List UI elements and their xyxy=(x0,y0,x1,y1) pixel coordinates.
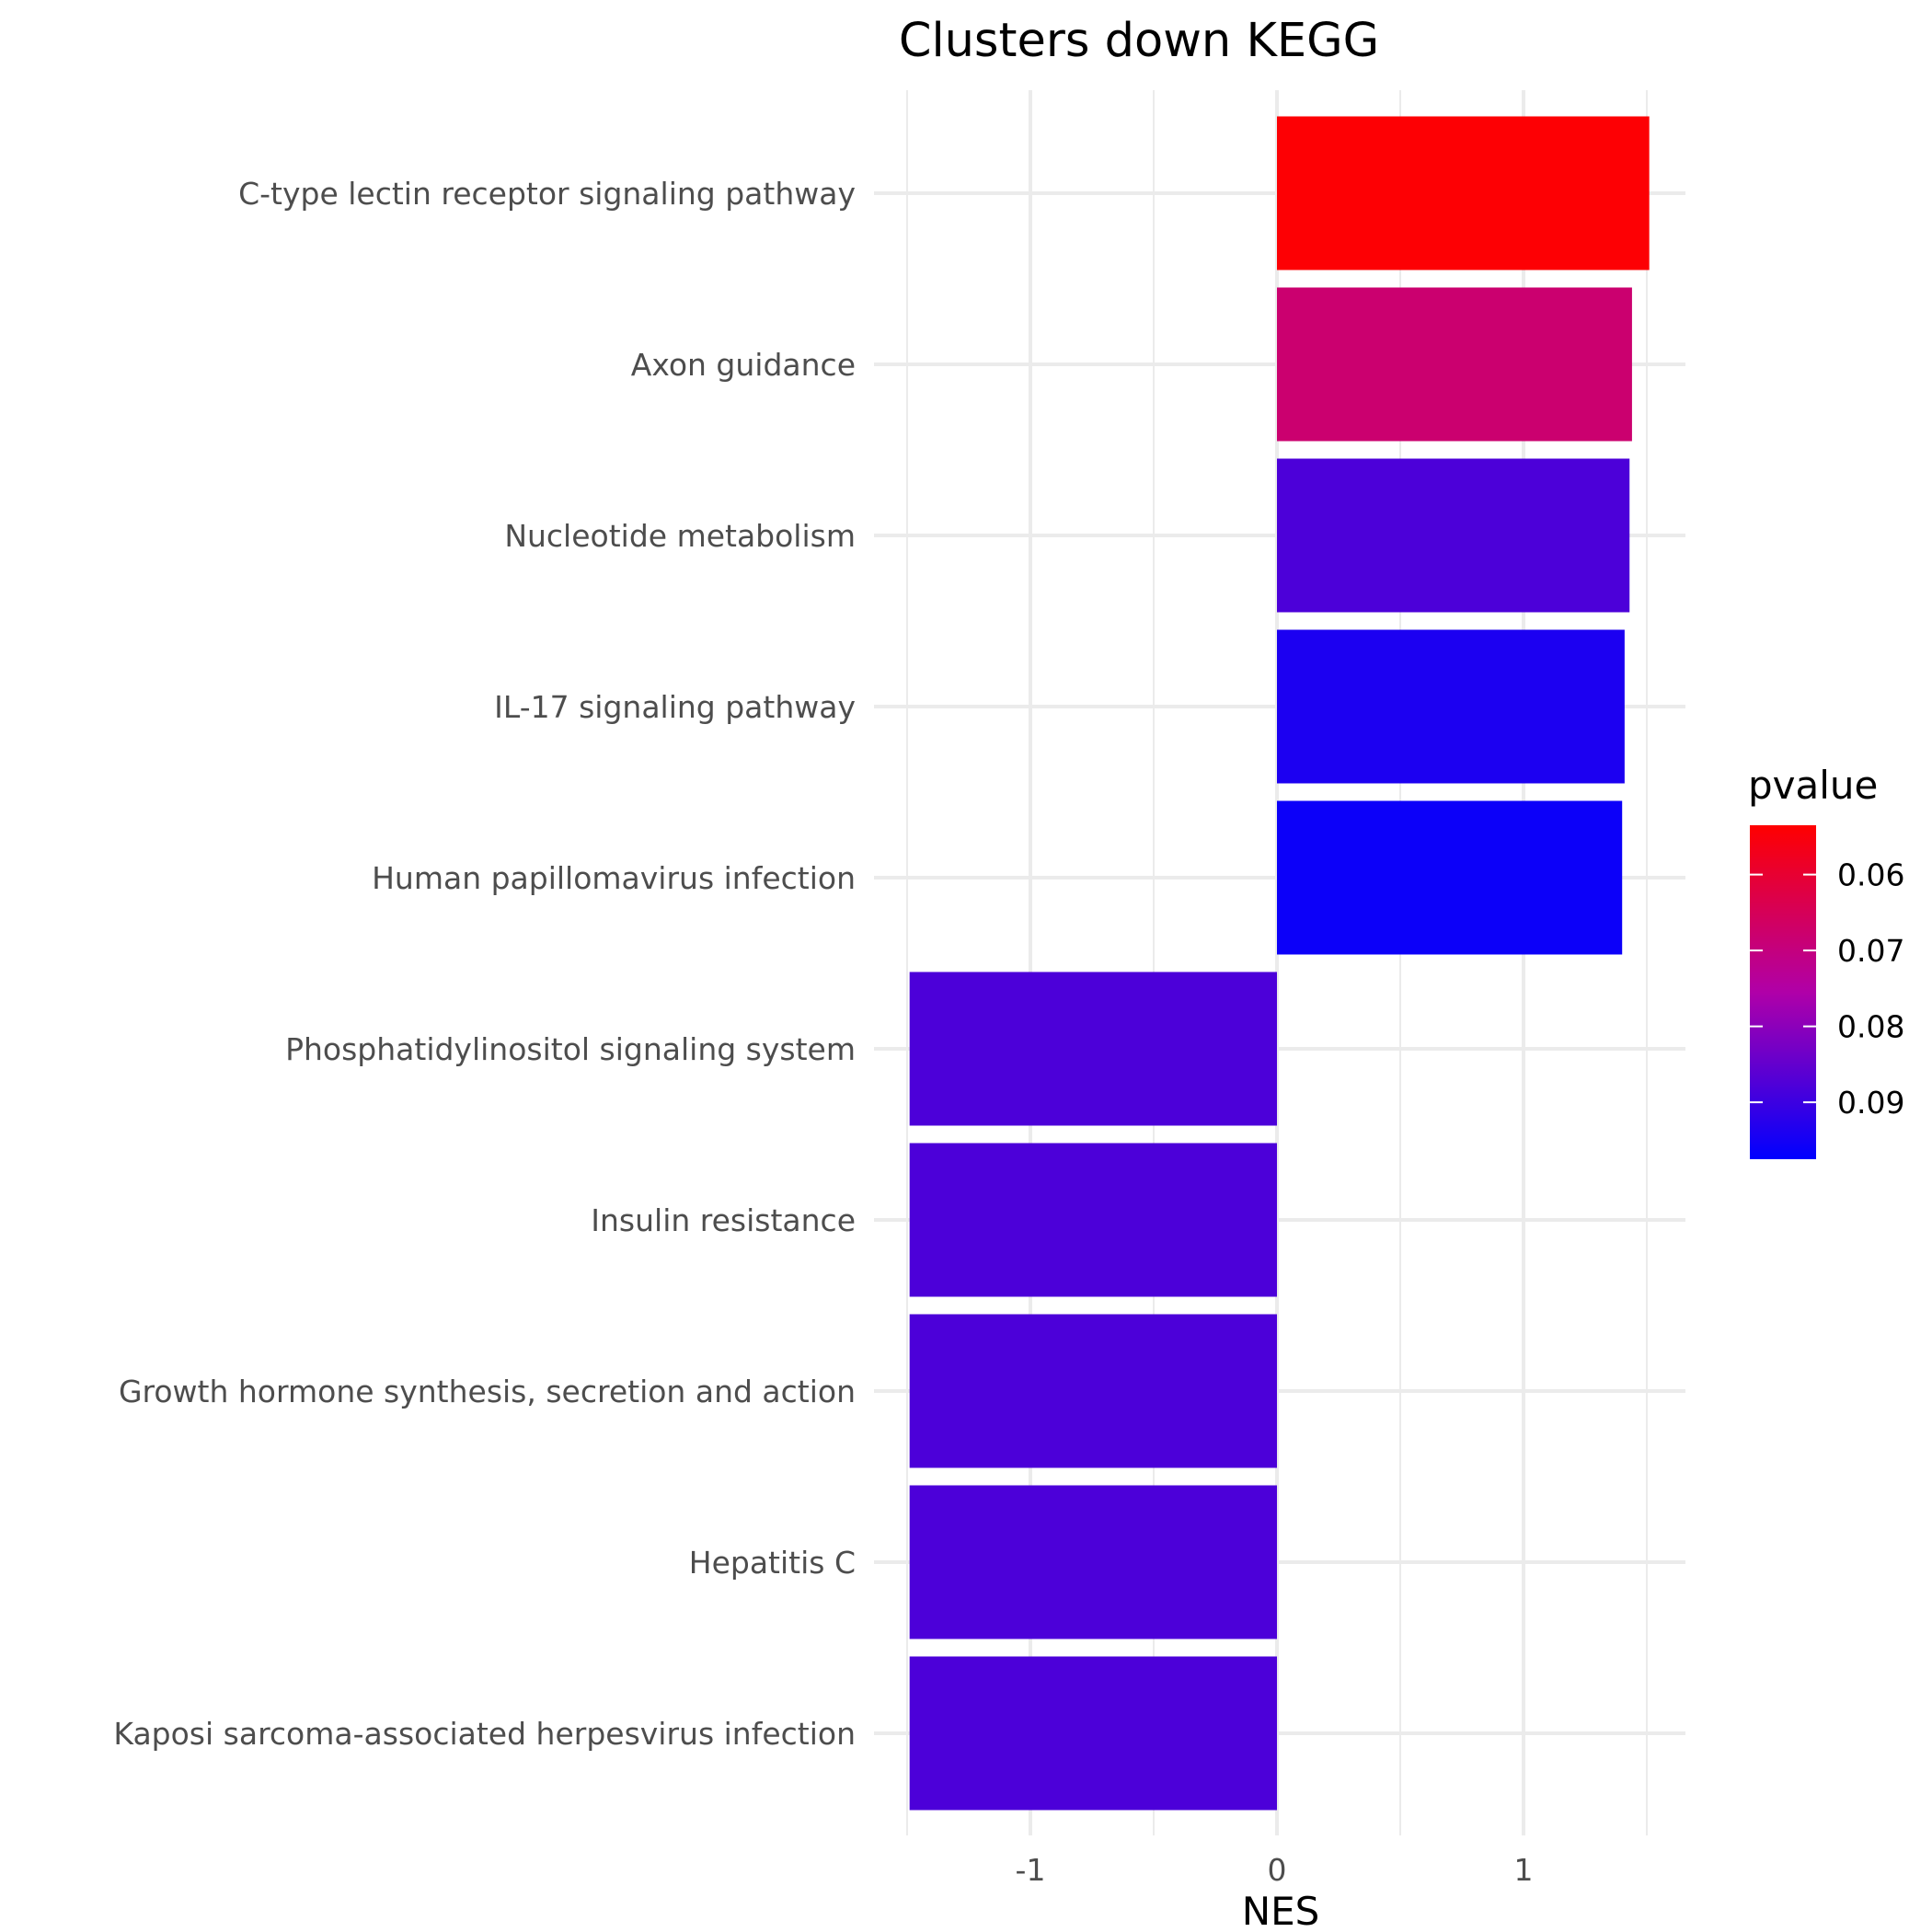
bar xyxy=(1277,458,1630,613)
legend-title: pvalue xyxy=(1748,763,1878,808)
legend-tick-label: 0.06 xyxy=(1837,857,1904,893)
x-tick-label: 0 xyxy=(1268,1852,1287,1888)
category-label: C-type lectin receptor signaling pathway xyxy=(238,176,856,212)
category-label: Insulin resistance xyxy=(591,1202,856,1238)
bar xyxy=(909,1314,1277,1468)
legend-colorbar xyxy=(1750,825,1816,1159)
category-label: IL-17 signaling pathway xyxy=(494,689,856,725)
category-label: Axon guidance xyxy=(631,347,856,383)
legend: pvalue 0.06 0.07 0.08 0.09 xyxy=(1748,763,1904,1159)
x-tick-label: 1 xyxy=(1514,1852,1534,1888)
bar xyxy=(1277,116,1650,270)
x-tick-label: -1 xyxy=(1016,1852,1046,1888)
x-axis-title: NES xyxy=(1242,1889,1320,1932)
bar xyxy=(909,1143,1277,1297)
category-label: Phosphatidylinositol signaling system xyxy=(285,1031,856,1067)
legend-tick-label: 0.09 xyxy=(1837,1085,1904,1121)
category-label: Kaposi sarcoma-associated herpesvirus in… xyxy=(113,1716,856,1752)
legend-tick-label: 0.08 xyxy=(1837,1009,1904,1045)
chart-title: Clusters down KEGG xyxy=(899,14,1379,68)
bar xyxy=(1277,800,1623,955)
bar xyxy=(1277,629,1625,784)
y-axis-labels: C-type lectin receptor signaling pathway… xyxy=(113,176,856,1752)
bar xyxy=(1277,287,1632,442)
bar xyxy=(909,972,1277,1126)
x-axis-ticks: -1 0 1 xyxy=(1016,1852,1534,1888)
bars xyxy=(909,116,1650,1811)
category-label: Growth hormone synthesis, secretion and … xyxy=(119,1374,856,1409)
legend-ticks: 0.06 0.07 0.08 0.09 xyxy=(1750,857,1904,1121)
legend-tick-label: 0.07 xyxy=(1837,933,1904,969)
category-label: Nucleotide metabolism xyxy=(504,518,856,554)
bar xyxy=(909,1485,1277,1639)
bar xyxy=(909,1656,1277,1811)
category-label: Hepatitis C xyxy=(689,1545,856,1581)
category-label: Human papillomavirus infection xyxy=(372,860,856,896)
